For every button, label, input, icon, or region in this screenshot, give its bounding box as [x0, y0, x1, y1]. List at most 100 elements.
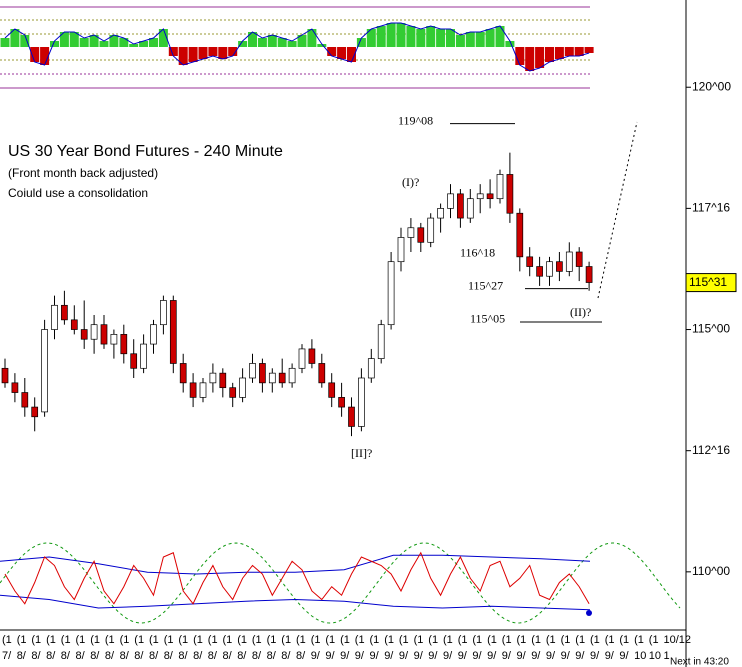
- x-tick-label: 1: [664, 650, 670, 662]
- oscillator-bar: [158, 29, 168, 47]
- x-tick-label: (1: [414, 634, 424, 646]
- x-tick-label: 8/: [31, 650, 41, 662]
- oscillator-bar: [455, 35, 465, 47]
- candle-body: [70, 319, 78, 330]
- candle-body: [179, 363, 187, 384]
- x-tick-label: 9/: [575, 650, 585, 662]
- x-tick-label: (1: [164, 634, 174, 646]
- x-tick-label: (1: [178, 634, 188, 646]
- x-tick-label: 9/: [605, 650, 615, 662]
- x-tick-label: 8/: [178, 650, 188, 662]
- oscillator-bar: [208, 47, 218, 56]
- oscillator-bar: [485, 29, 495, 47]
- oscillator-bar: [79, 38, 89, 47]
- x-tick-label: 8/: [164, 650, 174, 662]
- x-tick-label: (1: [531, 634, 541, 646]
- x-tick-label: 9/: [414, 650, 424, 662]
- x-tick-label: (1: [399, 634, 409, 646]
- cycle-line: [0, 542, 681, 624]
- oscillator-bar: [99, 41, 109, 47]
- band-line: [0, 594, 591, 611]
- x-tick-label: (1: [634, 634, 644, 646]
- x-tick-label: 9/: [619, 650, 629, 662]
- x-tick-label: (1: [61, 634, 71, 646]
- oscillator-bar: [20, 35, 30, 47]
- x-tick-label: (1: [208, 634, 218, 646]
- x-tick-label: 9/: [502, 650, 512, 662]
- candle-body: [437, 208, 444, 219]
- oscillator-bar: [0, 38, 10, 47]
- x-tick-label: 8/: [296, 650, 306, 662]
- band-line: [0, 554, 591, 575]
- candle-body: [585, 266, 593, 283]
- x-tick-label: (1: [370, 634, 380, 646]
- x-tick-label: 8/: [208, 650, 218, 662]
- y-tick-label: 120^00: [692, 79, 731, 93]
- candle-body: [140, 343, 147, 369]
- candle-body: [229, 387, 237, 398]
- x-tick-label: 8/: [61, 650, 71, 662]
- oscillator-bar: [446, 29, 455, 47]
- note: Coiuld use a consolidation: [8, 186, 148, 200]
- candle-body: [496, 174, 504, 200]
- x-tick-label: (1: [76, 634, 86, 646]
- oscillator-bar: [574, 47, 584, 56]
- candle-body: [377, 324, 385, 359]
- x-tick-label: 10/12: [664, 634, 692, 646]
- candle-body: [308, 348, 316, 364]
- oscillator-bar: [40, 47, 50, 65]
- oscillator-bar: [584, 47, 594, 53]
- oscillator-bar: [287, 41, 297, 47]
- x-tick-label: (1: [517, 634, 527, 646]
- x-tick-label: 9/: [370, 650, 380, 662]
- candle-body: [338, 397, 345, 408]
- candle-body: [150, 324, 157, 345]
- candle-body: [169, 300, 177, 364]
- x-tick-label: (1: [605, 634, 615, 646]
- chart-title: US 30 Year Bond Futures - 240 Minute: [8, 143, 283, 160]
- x-tick-label: 9/: [325, 650, 335, 662]
- oscillator-bar: [119, 38, 129, 47]
- wave-label: (II)?: [570, 305, 591, 319]
- y-tick-label: 117^16: [692, 201, 730, 215]
- x-tick-label: (1: [472, 634, 482, 646]
- x-tick-label: (1: [325, 634, 335, 646]
- wave-label: (I)?: [402, 175, 419, 189]
- candle-body: [427, 217, 435, 243]
- oscillator-bar: [406, 26, 416, 47]
- candle-body: [209, 372, 217, 384]
- x-tick-label: (1: [120, 634, 130, 646]
- x-tick-label: 9/: [531, 650, 541, 662]
- end-marker: [586, 610, 592, 616]
- candle-body: [546, 261, 553, 277]
- y-tick-label: 110^00: [692, 564, 730, 578]
- candle-body: [486, 193, 494, 200]
- x-tick-label: (1: [311, 634, 321, 646]
- x-tick-label: 10: [634, 650, 646, 662]
- x-tick-label: 8/: [281, 650, 291, 662]
- x-tick-label: (1: [575, 634, 585, 646]
- candle-body: [397, 237, 405, 263]
- oscillator-bar: [238, 41, 248, 47]
- x-tick-label: 8/: [120, 650, 130, 662]
- x-tick-label: (1: [443, 634, 453, 646]
- candle-body: [328, 382, 336, 398]
- x-tick-label: 8/: [90, 650, 100, 662]
- y-tick-label: 115^00: [692, 322, 730, 336]
- candle-body: [31, 406, 39, 418]
- x-tick-label: 8/: [252, 650, 262, 662]
- last-price-label: 115^31: [689, 275, 727, 289]
- x-tick-label: (1: [46, 634, 56, 646]
- oscillator-bar: [149, 38, 158, 47]
- oscillator-bar: [218, 47, 228, 59]
- oscillator-bar: [257, 38, 267, 47]
- candle-body: [506, 174, 514, 214]
- wave-label: [II]?: [351, 446, 372, 460]
- x-tick-label: 9/: [384, 650, 394, 662]
- candle-body: [100, 324, 108, 345]
- x-tick-label: (1: [237, 634, 247, 646]
- x-tick-label: (1: [296, 634, 306, 646]
- x-tick-label: 7/: [2, 650, 12, 662]
- candle-body: [41, 329, 48, 413]
- candle-body: [1, 367, 9, 384]
